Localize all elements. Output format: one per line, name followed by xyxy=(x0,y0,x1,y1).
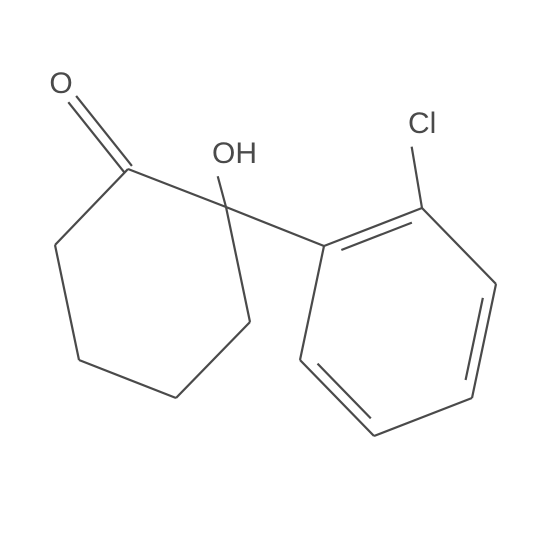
bond xyxy=(218,176,226,207)
bond xyxy=(79,360,176,398)
bond xyxy=(300,360,374,436)
bond xyxy=(226,207,250,322)
bond xyxy=(76,96,132,166)
molecule-diagram: O OH Cl xyxy=(0,0,550,550)
bond xyxy=(300,246,324,360)
bond xyxy=(176,322,250,398)
bond xyxy=(55,245,79,360)
label-layer: O OH Cl xyxy=(49,67,436,170)
bond xyxy=(324,208,422,246)
bond xyxy=(412,147,422,208)
bond xyxy=(422,208,496,284)
bond xyxy=(466,298,483,380)
atom-label-o_ketone: O xyxy=(49,67,72,100)
bond xyxy=(374,398,472,436)
bond-layer xyxy=(55,96,496,436)
bond xyxy=(55,169,128,245)
atom-label-cl: Cl xyxy=(408,107,436,140)
bond xyxy=(128,169,226,207)
bond xyxy=(68,102,124,172)
bond xyxy=(318,364,371,419)
bond xyxy=(472,284,496,398)
bond xyxy=(226,207,324,246)
atom-label-o_hydroxyl: OH xyxy=(212,137,257,170)
